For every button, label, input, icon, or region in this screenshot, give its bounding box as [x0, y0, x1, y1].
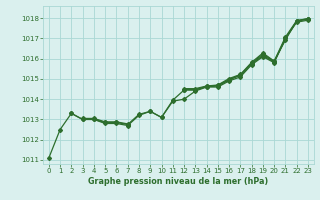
- X-axis label: Graphe pression niveau de la mer (hPa): Graphe pression niveau de la mer (hPa): [88, 177, 268, 186]
